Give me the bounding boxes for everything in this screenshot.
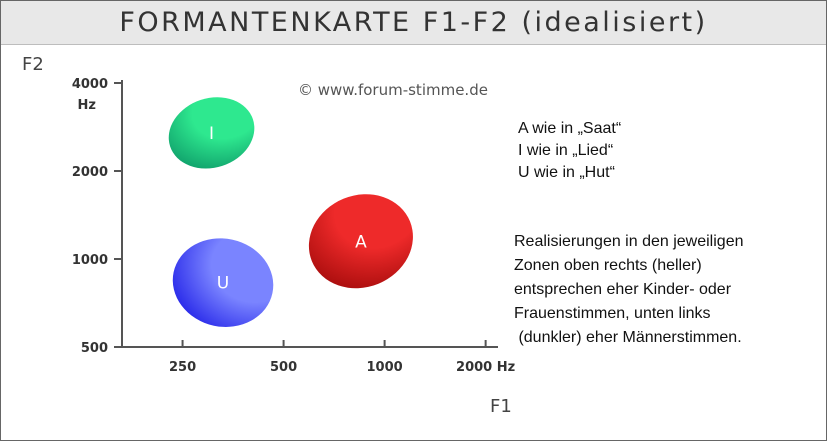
- zone-i: [168, 97, 255, 169]
- legend-item-a: A wie in „Saat“: [518, 120, 622, 137]
- copyright-text: © www.forum-stimme.de: [298, 81, 488, 99]
- legend-item-u: U wie in „Hut“: [518, 164, 615, 181]
- note-line: Zonen oben rechts (heller): [514, 257, 702, 274]
- title-bar: FORMANTENKARTE F1-F2 (idealisiert): [1, 1, 826, 45]
- x-tick-label: 250: [169, 360, 196, 375]
- vowel-legend: A wie in „Saat“ I wie in „Lied“ U wie in…: [518, 118, 818, 184]
- note-line: Realisierungen in den jeweiligen: [514, 233, 744, 250]
- zones-layer: I A U: [168, 97, 413, 327]
- zone-label-i: I: [209, 124, 214, 144]
- zone-label-a: A: [355, 232, 367, 252]
- x-tick-label: 2000 Hz: [456, 360, 515, 375]
- y-tick-unit: Hz: [78, 98, 96, 113]
- x-tick-label: 500: [270, 360, 297, 375]
- zone-a: [308, 194, 413, 289]
- y-tick-label: 500: [81, 341, 108, 356]
- y-tick-label: 1000: [72, 253, 108, 268]
- explanation-note: Realisierungen in den jeweiligen Zonen o…: [514, 230, 819, 350]
- note-line: entsprechen eher Kinder- oder: [514, 281, 732, 298]
- y-tick-label: 2000: [72, 165, 108, 180]
- x-axis-title: F1: [490, 396, 512, 417]
- note-line: (dunkler) eher Männerstimmen.: [514, 329, 742, 346]
- zone-label-u: U: [217, 274, 229, 294]
- legend-item-i: I wie in „Lied“: [518, 142, 614, 159]
- axes-layer: 250 500 1000 2000 Hz 500 1000 2000 4000 Hz F2 F1: [22, 54, 515, 417]
- zone-u: [172, 238, 274, 327]
- note-line: Frauenstimmen, unten links: [514, 305, 711, 322]
- chart-title: FORMANTENKARTE F1-F2 (idealisiert): [119, 7, 708, 38]
- y-tick-label: 4000: [72, 77, 108, 92]
- x-tick-label: 1000: [367, 360, 403, 375]
- y-axis-title: F2: [22, 54, 44, 75]
